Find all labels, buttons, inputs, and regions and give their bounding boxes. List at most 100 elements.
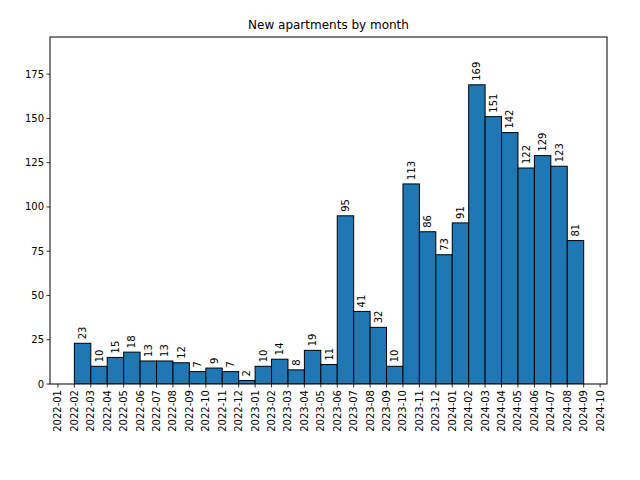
x-tick-label: 2024-03	[480, 390, 491, 432]
x-tick-label: 2023-01	[250, 390, 261, 432]
x-tick	[419, 384, 420, 388]
x-tick-label: 2024-08	[562, 390, 573, 432]
bar	[173, 363, 189, 384]
x-tick	[485, 384, 486, 388]
y-tick	[47, 384, 51, 385]
bar	[534, 156, 550, 384]
data-label: 2	[241, 370, 252, 376]
bar	[337, 216, 353, 384]
frame	[50, 37, 607, 384]
data-label: 10	[258, 350, 269, 363]
bar	[91, 366, 107, 384]
x-tick-label: 2023-08	[365, 390, 376, 432]
background	[0, 0, 640, 480]
bar	[354, 311, 370, 384]
bar	[387, 366, 403, 384]
x-tick-label: 2022-09	[184, 390, 195, 432]
bar	[567, 241, 583, 384]
title: New apartments by month	[248, 18, 409, 32]
x-tick-label: 2023-07	[348, 390, 359, 432]
y-tick	[47, 295, 51, 296]
data-label: 11	[324, 348, 335, 361]
x-tick-label: 2022-04	[102, 390, 113, 432]
x-tick-label: 2023-02	[266, 390, 277, 432]
x-tick	[386, 384, 387, 388]
bar	[107, 357, 123, 384]
bar	[321, 365, 337, 384]
data-label: 7	[192, 361, 203, 367]
data-label: 18	[126, 335, 137, 348]
bar	[469, 85, 485, 384]
x-tick	[90, 384, 91, 388]
x-tick	[435, 384, 436, 388]
data-label: 8	[291, 359, 302, 365]
x-tick-label: 2022-11	[217, 390, 228, 432]
x-tick	[567, 384, 568, 388]
data-label: 129	[537, 133, 548, 152]
data-label: 95	[340, 199, 351, 212]
x-tick	[337, 384, 338, 388]
data-label: 142	[504, 110, 515, 129]
x-tick-label: 2023-12	[430, 390, 441, 432]
x-tick	[107, 384, 108, 388]
x-tick	[468, 384, 469, 388]
x-tick	[238, 384, 239, 388]
x-tick	[534, 384, 535, 388]
y-tick	[47, 118, 51, 119]
x-tick-label: 2022-05	[118, 390, 129, 432]
x-tick	[222, 384, 223, 388]
bar	[189, 372, 205, 384]
y-tick-label: 150	[25, 113, 44, 124]
y-tick-label: 100	[25, 201, 44, 212]
x-tick-label: 2022-02	[69, 390, 80, 432]
x-tick-label: 2024-01	[447, 390, 458, 432]
data-label: 19	[307, 334, 318, 347]
x-tick	[320, 384, 321, 388]
x-tick	[501, 384, 502, 388]
y-tick-label: 50	[31, 290, 44, 301]
data-label: 7	[225, 361, 236, 367]
bar	[502, 133, 518, 384]
x-tick	[402, 384, 403, 388]
bar	[551, 166, 567, 384]
x-tick-label: 2024-05	[512, 390, 523, 432]
x-tick-label: 2022-07	[151, 390, 162, 432]
y-tick	[47, 251, 51, 252]
data-label: 14	[274, 342, 285, 355]
data-label: 10	[94, 350, 105, 363]
bar	[157, 361, 173, 384]
x-tick-label: 2024-10	[595, 390, 606, 432]
x-tick	[74, 384, 75, 388]
x-tick-label: 2024-07	[545, 390, 556, 432]
data-label: 15	[110, 341, 121, 354]
bar	[140, 361, 156, 384]
x-tick-label: 2023-03	[282, 390, 293, 432]
x-tick-label: 2022-12	[233, 390, 244, 432]
x-tick	[57, 384, 58, 388]
y-tick-label: 75	[31, 246, 44, 257]
x-tick	[189, 384, 190, 388]
x-tick-label: 2023-10	[397, 390, 408, 432]
x-tick	[304, 384, 305, 388]
x-tick-label: 2022-01	[52, 390, 63, 432]
bar	[518, 168, 534, 384]
bar	[485, 117, 501, 384]
data-label: 12	[176, 346, 187, 359]
x-tick	[156, 384, 157, 388]
bar	[239, 380, 255, 384]
x-tick-label: 2022-08	[167, 390, 178, 432]
x-tick	[255, 384, 256, 388]
x-tick-label: 2023-05	[315, 390, 326, 432]
data-label: 13	[159, 344, 170, 357]
x-tick	[370, 384, 371, 388]
bar	[436, 255, 452, 384]
data-label: 10	[389, 350, 400, 363]
y-tick	[47, 339, 51, 340]
bar	[222, 372, 238, 384]
x-tick-label: 2023-04	[299, 390, 310, 432]
data-label: 113	[406, 161, 417, 180]
bar	[452, 223, 468, 384]
x-tick-label: 2023-06	[332, 390, 343, 432]
bar	[288, 370, 304, 384]
x-tick	[287, 384, 288, 388]
